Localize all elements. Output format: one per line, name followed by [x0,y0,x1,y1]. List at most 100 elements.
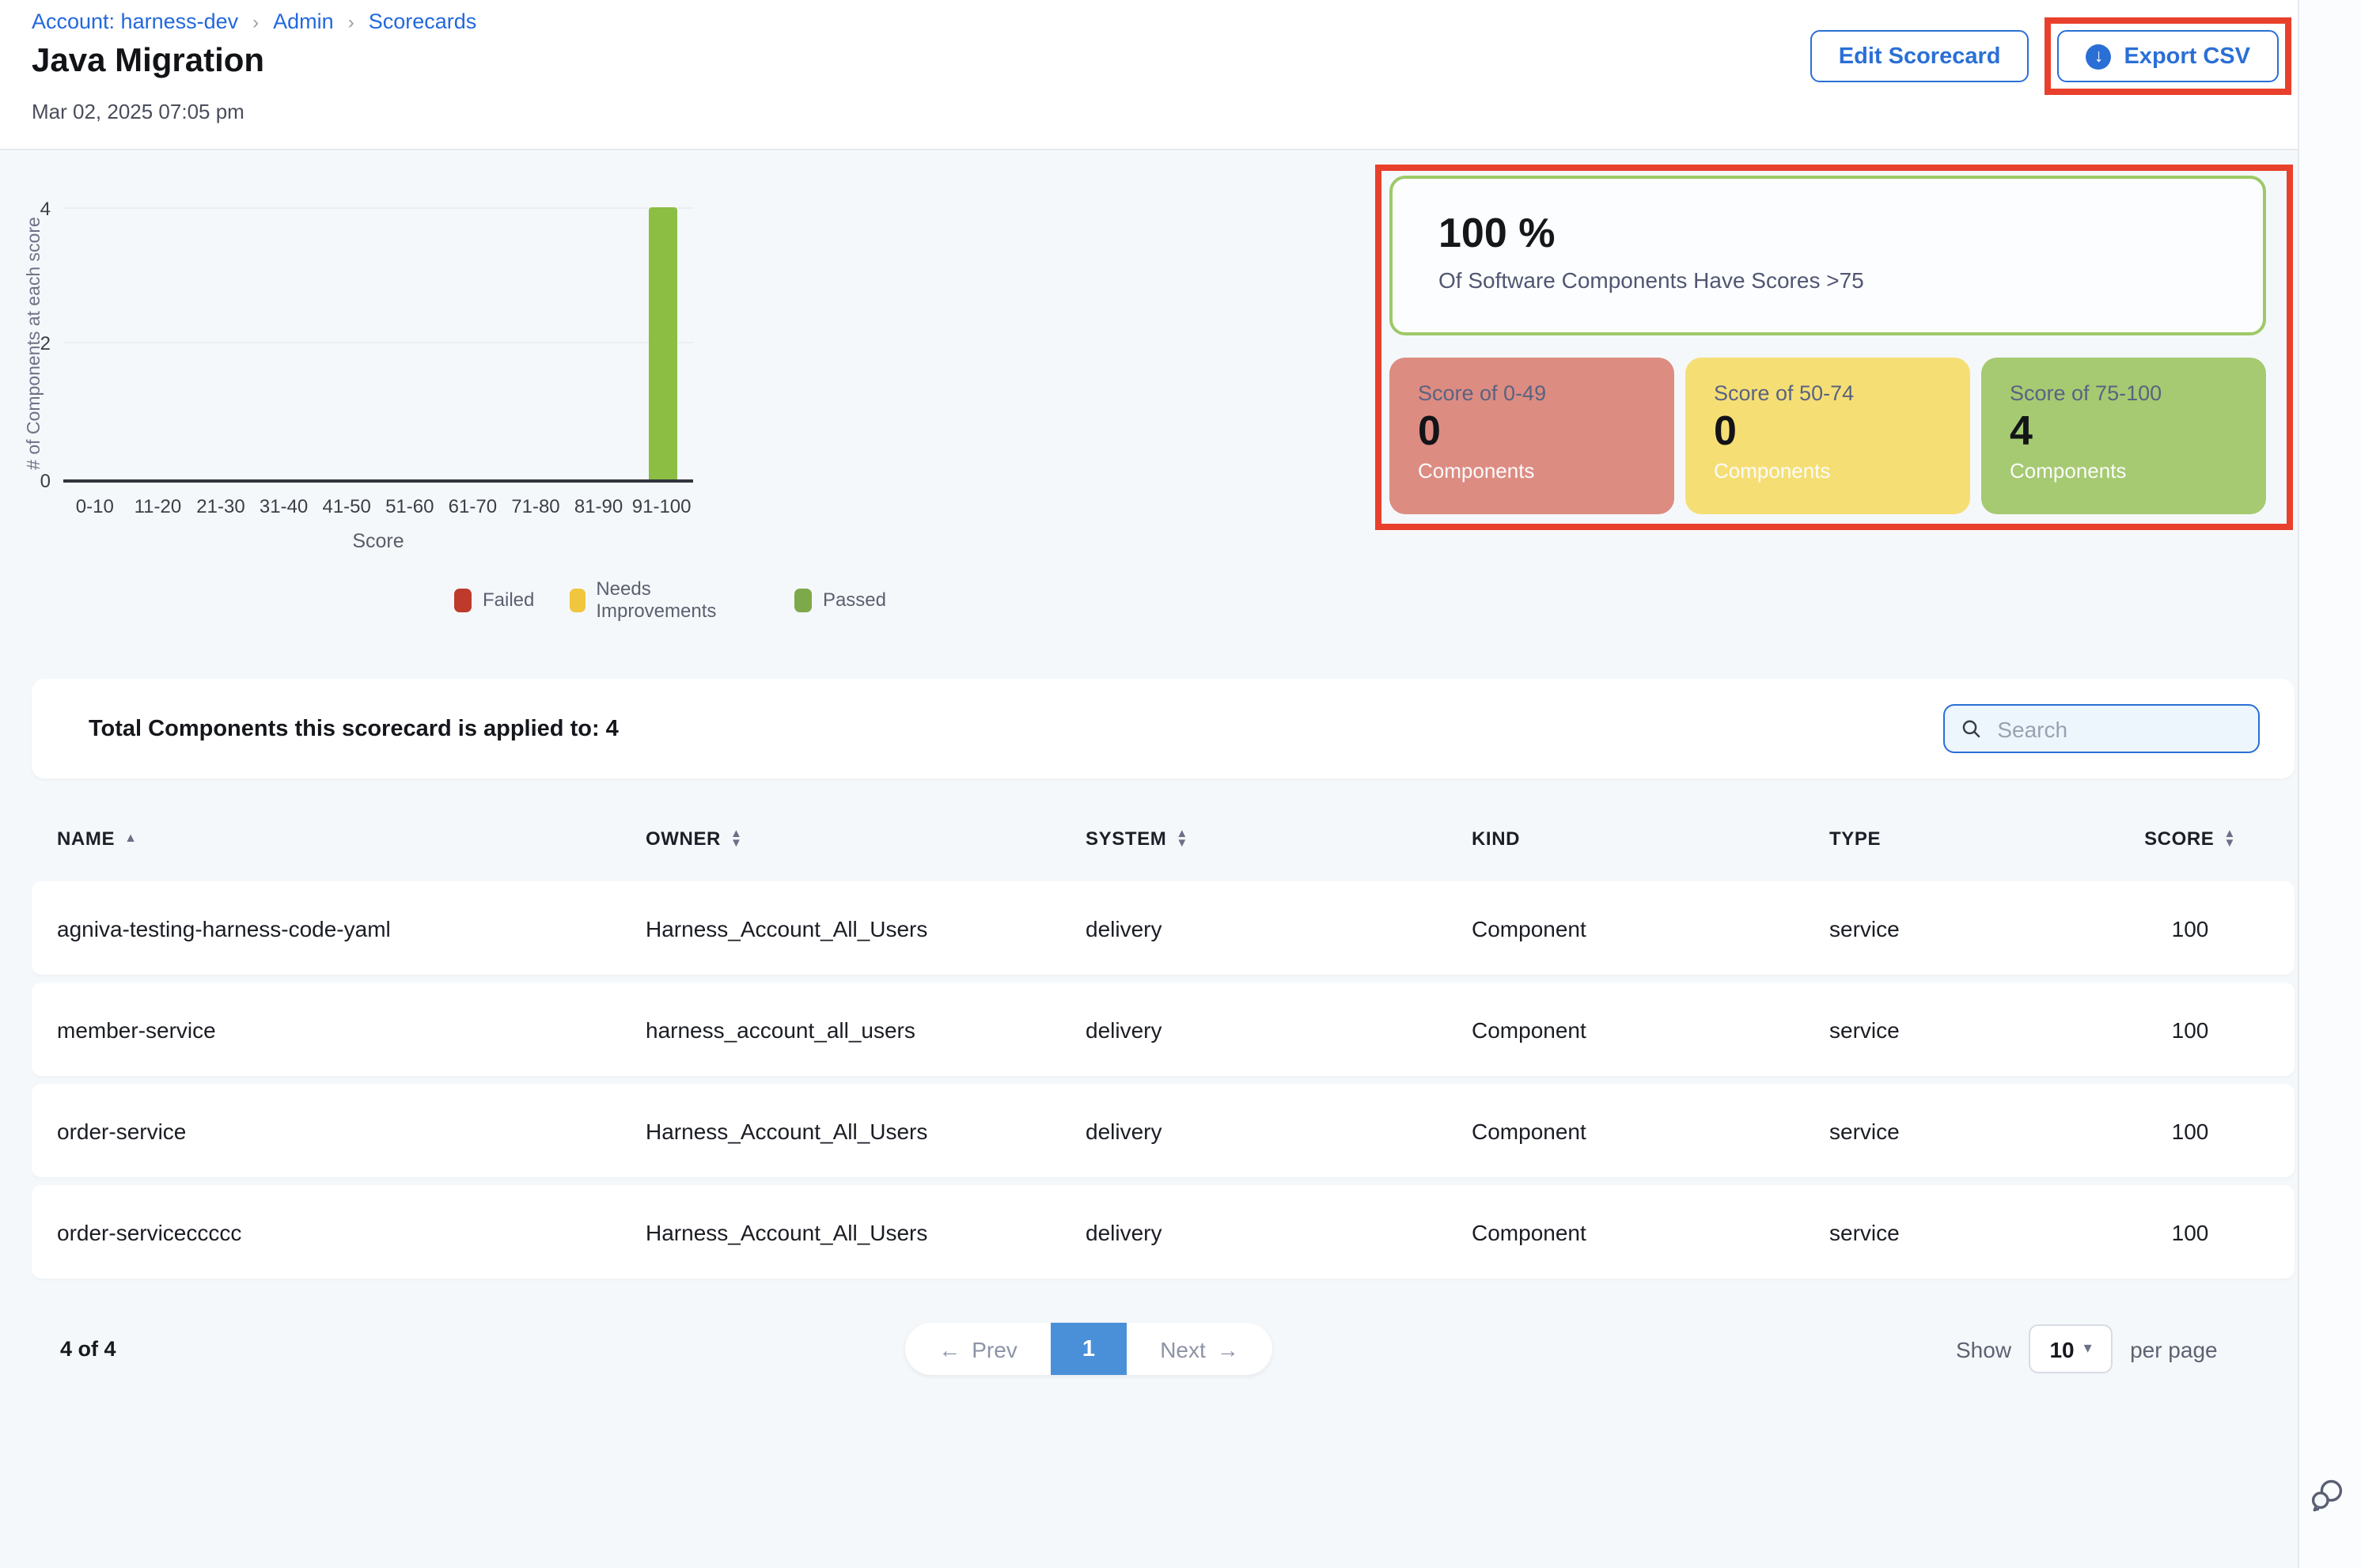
cell-score: 100 [2171,1219,2209,1244]
score-card-label: Score of 50-74 [1714,381,1855,405]
cell-owner: Harness_Account_All_Users [646,915,928,941]
cell-name: order-serviceccccc [57,1219,242,1244]
table-body: agniva-testing-harness-code-yaml Harness_… [32,881,2295,1278]
total-components-label: Total Components this scorecard is appli… [89,716,619,741]
page-size-control: Show 10 per page [1956,1323,2218,1375]
cell-kind: Component [1472,1219,1586,1244]
column-header-name[interactable]: NAME [32,828,620,850]
cell-system: delivery [1086,1118,1162,1143]
x-tick-label: 81-90 [574,495,623,517]
next-page-button[interactable]: Next [1127,1323,1272,1375]
legend-item[interactable]: Passed [794,588,886,612]
column-label: NAME [57,828,116,850]
x-tick-label: 31-40 [259,495,309,517]
download-icon [2086,44,2112,69]
table-row[interactable]: order-service Harness_Account_All_Users de… [32,1084,2295,1177]
y-tick: 4 [40,198,51,220]
cell-name: order-service [57,1118,187,1143]
cell-system: delivery [1086,1219,1162,1244]
x-tick-label: 0-10 [75,495,114,517]
column-header-score[interactable]: SCORE [2086,828,2295,850]
show-label: Show [1956,1336,2012,1362]
score-card-label: Score of 0-49 [1418,381,1547,405]
edit-scorecard-button[interactable]: Edit Scorecard [1810,30,2029,82]
right-arrow-icon [1217,1336,1239,1362]
breadcrumb-account[interactable]: Account: harness-dev [32,9,239,33]
y-tick: 2 [40,332,51,354]
breadcrumb: Account: harness-dev › Admin › Scorecard… [32,9,476,33]
table-row[interactable]: order-serviceccccc Harness_Account_All_Us… [32,1185,2295,1278]
export-csv-label: Export CSV [2124,44,2250,69]
cell-name: member-service [57,1017,216,1042]
column-header-type: TYPE [1804,828,2086,850]
sort-icon [1176,828,1188,849]
score-card-unit: Components [2010,459,2127,483]
right-gutter [2298,0,2361,1568]
score-card-value: 4 [2010,407,2033,454]
legend-label: Needs Improvements [596,578,717,622]
annotation-box-summary [1375,165,2293,530]
page-1-button[interactable]: 1 [1051,1323,1127,1375]
score-card-label: Score of 75-100 [2010,381,2162,405]
legend-item[interactable]: Needs Improvements [569,578,760,622]
cell-name: agniva-testing-harness-code-yaml [57,915,391,941]
x-axis-tick-labels: 0-10 11-20 21-30 31-40 41-50 51-60 61-70 71-80 8… [63,495,693,517]
next-label: Next [1160,1336,1206,1362]
chart-legend: Failed Needs Improvements Passed [454,578,886,622]
header-actions: Edit Scorecard Export CSV [1810,17,2291,95]
legend-label: Failed [483,589,535,611]
search-input[interactable] [1994,714,2242,743]
page-size-value: 10 [2049,1336,2075,1362]
table-header-row: NAME OWNER SYSTEM KIND TYPE SCORE [32,820,2295,858]
x-axis-title: Score [352,530,404,552]
cell-owner: Harness_Account_All_Users [646,1118,928,1143]
table-row[interactable]: agniva-testing-harness-code-yaml Harness_… [32,881,2295,975]
annotation-box-export-csv: Export CSV [2045,17,2291,95]
cell-kind: Component [1472,1017,1586,1042]
cell-type: service [1829,915,1900,941]
prev-page-button[interactable]: Prev [905,1323,1051,1375]
column-label: KIND [1472,828,1521,850]
cell-kind: Component [1472,915,1586,941]
chevron-right-icon: › [252,10,260,32]
column-label: OWNER [646,828,721,850]
cell-owner: Harness_Account_All_Users [646,1219,928,1244]
legend-item[interactable]: Failed [454,588,534,612]
x-tick-label: 61-70 [448,495,498,517]
breadcrumb-scorecards[interactable]: Scorecards [368,9,477,33]
cell-score: 100 [2171,1118,2209,1143]
column-header-owner[interactable]: OWNER [620,828,1060,850]
cell-type: service [1829,1017,1900,1042]
page-title: Java Migration [32,43,265,79]
score-card-unit: Components [1418,459,1535,483]
legend-swatch-icon [454,588,472,612]
page-size-select[interactable]: 10 [2029,1324,2113,1373]
cell-system: delivery [1086,915,1162,941]
score-card-unit: Components [1714,459,1831,483]
breadcrumb-admin[interactable]: Admin [273,9,334,33]
legend-label: Passed [822,589,886,611]
score-range-cards: Score of 0-49 0 Components Score of 50-74 0 C… [1389,358,2266,514]
chat-bubbles-icon[interactable] [2307,1475,2348,1516]
page-header: Account: harness-dev › Admin › Scorecard… [0,0,2361,150]
overall-score-card: 100 % Of Software Components Have Scores… [1389,176,2266,335]
table-row[interactable]: member-service harness_account_all_users d… [32,983,2295,1076]
result-count: 4 of 4 [60,1337,116,1361]
score-card-value: 0 [1714,407,1737,454]
score-range-card: Score of 50-74 0 Components [1685,358,1970,514]
chevron-right-icon: › [347,10,354,32]
column-header-system[interactable]: SYSTEM [1060,828,1446,850]
pagination: Prev 1 Next [905,1323,1272,1375]
export-csv-button[interactable]: Export CSV [2057,30,2279,82]
cell-score: 100 [2171,1017,2209,1042]
sort-icon [730,828,742,849]
score-card-value: 0 [1418,407,1441,454]
column-header-kind: KIND [1446,828,1804,850]
column-label: SCORE [2144,828,2215,850]
overall-score-caption: Of Software Components Have Scores >75 [1438,267,1864,293]
x-tick-label: 11-20 [134,495,182,517]
edit-scorecard-label: Edit Scorecard [1838,44,2001,69]
table-toolbar: Total Components this scorecard is appli… [32,679,2295,778]
cell-system: delivery [1086,1017,1162,1042]
sort-ascending-icon [124,832,137,845]
